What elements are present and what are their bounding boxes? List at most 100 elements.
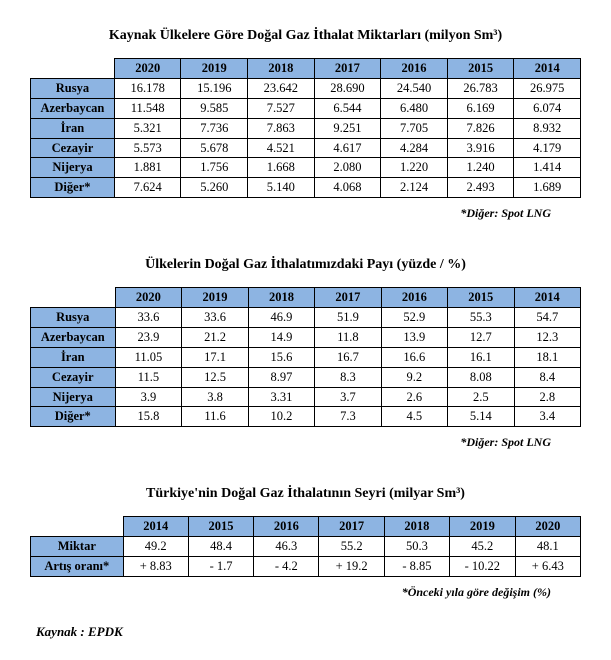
- data-cell: 2.493: [447, 178, 514, 198]
- data-cell: 4.284: [381, 138, 448, 158]
- data-cell: 16.6: [381, 347, 447, 367]
- col-header: 2019: [181, 59, 248, 79]
- source-label: Kaynak : EPDK: [36, 624, 581, 640]
- data-cell: 2.8: [514, 387, 580, 407]
- data-cell: 4.5: [381, 407, 447, 427]
- col-header: 2014: [514, 288, 580, 308]
- col-header: 2020: [515, 517, 580, 537]
- row-header: Cezayir: [31, 138, 115, 158]
- data-cell: 2.6: [381, 387, 447, 407]
- col-header: 2016: [381, 59, 448, 79]
- data-cell: 17.1: [182, 347, 248, 367]
- row-header: Nijerya: [31, 158, 115, 178]
- data-cell: 9.251: [314, 118, 381, 138]
- data-cell: 23.9: [115, 327, 182, 347]
- row-header: Rusya: [31, 308, 116, 328]
- data-cell: 12.5: [182, 367, 248, 387]
- data-cell: 1.414: [514, 158, 581, 178]
- data-cell: 11.8: [315, 327, 381, 347]
- row-header: Diğer*: [31, 407, 116, 427]
- col-header: 2017: [319, 517, 384, 537]
- col-header: 2015: [447, 59, 514, 79]
- data-cell: 7.736: [181, 118, 248, 138]
- row-header: Artış oranı*: [31, 557, 124, 577]
- col-header: 2020: [114, 59, 181, 79]
- col-header: 2015: [188, 517, 253, 537]
- data-cell: 26.783: [447, 78, 514, 98]
- data-cell: 13.9: [381, 327, 447, 347]
- data-cell: 26.975: [514, 78, 581, 98]
- data-cell: 1.220: [381, 158, 448, 178]
- row-header: Azerbaycan: [31, 98, 115, 118]
- data-cell: 51.9: [315, 308, 381, 328]
- data-cell: 8.3: [315, 367, 381, 387]
- table2-footnote: *Diğer: Spot LNG: [30, 435, 551, 450]
- data-cell: - 4.2: [254, 557, 319, 577]
- corner-cell: [31, 288, 116, 308]
- data-cell: + 19.2: [319, 557, 384, 577]
- data-cell: 5.140: [248, 178, 315, 198]
- data-cell: 14.9: [248, 327, 314, 347]
- data-cell: 5.678: [181, 138, 248, 158]
- data-cell: 15.196: [181, 78, 248, 98]
- data-cell: 1.668: [248, 158, 315, 178]
- col-header: 2019: [450, 517, 516, 537]
- data-cell: 1.689: [514, 178, 581, 198]
- data-cell: 7.826: [447, 118, 514, 138]
- data-cell: - 8.85: [384, 557, 449, 577]
- data-cell: 16.7: [315, 347, 381, 367]
- data-cell: 11.6: [182, 407, 248, 427]
- data-cell: 54.7: [514, 308, 580, 328]
- data-cell: 4.179: [514, 138, 581, 158]
- data-cell: 18.1: [514, 347, 580, 367]
- data-cell: 28.690: [314, 78, 381, 98]
- data-cell: 7.624: [114, 178, 181, 198]
- data-cell: 49.2: [123, 537, 188, 557]
- col-header: 2016: [254, 517, 319, 537]
- row-header: Miktar: [31, 537, 124, 557]
- data-cell: 5.321: [114, 118, 181, 138]
- data-cell: 15.6: [248, 347, 314, 367]
- data-cell: - 1.7: [188, 557, 253, 577]
- data-cell: - 10.22: [450, 557, 516, 577]
- data-cell: 33.6: [115, 308, 182, 328]
- data-cell: 10.2: [248, 407, 314, 427]
- data-cell: 24.540: [381, 78, 448, 98]
- data-cell: 9.2: [381, 367, 447, 387]
- table1-footnote: *Diğer: Spot LNG: [30, 206, 551, 221]
- data-cell: 5.260: [181, 178, 248, 198]
- data-cell: 6.480: [381, 98, 448, 118]
- col-header: 2019: [182, 288, 248, 308]
- data-cell: 16.178: [114, 78, 181, 98]
- data-cell: 21.2: [182, 327, 248, 347]
- data-cell: 9.585: [181, 98, 248, 118]
- row-header: İran: [31, 118, 115, 138]
- row-header: Cezayir: [31, 367, 116, 387]
- data-cell: 2.124: [381, 178, 448, 198]
- data-cell: 1.881: [114, 158, 181, 178]
- data-cell: 7.527: [248, 98, 315, 118]
- share-table: 2020201920182017201620152014Rusya33.633.…: [30, 287, 581, 427]
- col-header: 2018: [248, 288, 314, 308]
- data-cell: 7.3: [315, 407, 381, 427]
- col-header: 2014: [514, 59, 581, 79]
- col-header: 2015: [448, 288, 514, 308]
- imports-table: 2020201920182017201620152014Rusya16.1781…: [30, 58, 581, 198]
- data-cell: 5.573: [114, 138, 181, 158]
- data-cell: 1.756: [181, 158, 248, 178]
- data-cell: 12.3: [514, 327, 580, 347]
- data-cell: 6.169: [447, 98, 514, 118]
- data-cell: 7.705: [381, 118, 448, 138]
- row-header: Rusya: [31, 78, 115, 98]
- data-cell: 3.7: [315, 387, 381, 407]
- col-header: 2020: [115, 288, 182, 308]
- data-cell: 4.521: [248, 138, 315, 158]
- data-cell: 50.3: [384, 537, 449, 557]
- data-cell: 3.9: [115, 387, 182, 407]
- row-header: Diğer*: [31, 178, 115, 198]
- data-cell: 16.1: [448, 347, 514, 367]
- data-cell: 5.14: [448, 407, 514, 427]
- data-cell: 46.3: [254, 537, 319, 557]
- data-cell: 55.2: [319, 537, 384, 557]
- corner-cell: [31, 517, 124, 537]
